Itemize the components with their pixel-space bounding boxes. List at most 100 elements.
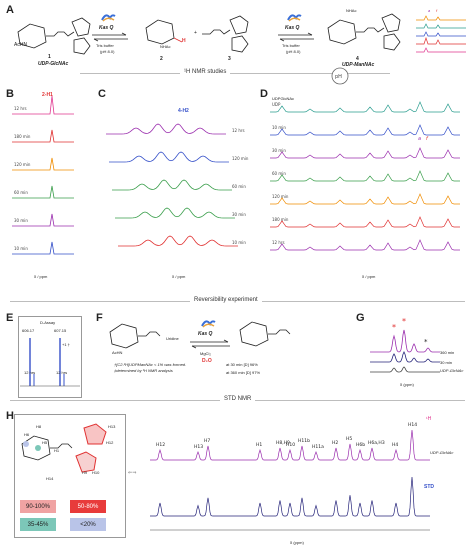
spectrum-trace <box>109 151 229 163</box>
spectrum-trace <box>12 213 74 227</box>
panel-c-spectra: 12 hrs 120 min 60 min 30 min 10 min <box>106 123 249 247</box>
star-marker: * <box>392 323 396 332</box>
atom-h12: H12 <box>106 440 114 445</box>
panel-f-product-structure <box>239 321 291 347</box>
compound-4-number: 4 <box>356 56 359 62</box>
trace-label: 60 min <box>232 184 246 189</box>
spectrum-trace <box>106 123 227 135</box>
panel-f-note: †[C2-²H]UDPManNAc < 1% was formed. ‡dete… <box>114 362 187 373</box>
peak-label: H4 <box>392 442 398 448</box>
spectrum-trace <box>269 101 461 113</box>
panel-e-title: D-Assay <box>40 320 56 325</box>
spectrum-trace <box>370 351 440 363</box>
panel-b-axis: δ / ppm <box>34 274 48 279</box>
compound-2-structure <box>145 19 183 45</box>
panel-f-solvent: D₂O <box>202 358 212 364</box>
compound-2-number: 2 <box>160 56 163 62</box>
compound-1-structure <box>17 17 91 55</box>
spectrum-trace <box>12 241 74 255</box>
peak-label: H8,H9 <box>276 440 290 446</box>
atom-h1: H1 <box>54 448 60 453</box>
legend-under-20: <20% <box>70 518 106 531</box>
nmr-studies-label: ¹H NMR studies <box>180 69 231 75</box>
panel-h-structure <box>21 423 107 473</box>
panel-f-result-30: at 30 min [D] 96% <box>226 362 258 367</box>
side-peak-f: f <box>436 8 438 13</box>
panel-f-uridine: Uridine <box>166 336 179 341</box>
panel-f-result-360: at 360 min [D] 97% <box>226 370 261 375</box>
spectrum-trace <box>270 216 460 228</box>
trace-label: 180 min <box>272 217 289 222</box>
spectrum-trace <box>270 170 460 182</box>
compound-4-nhac: NHAc <box>346 8 357 13</box>
legend-90-100: 90-100% <box>20 500 56 513</box>
panel-d-axis: δ / ppm <box>362 274 376 279</box>
spectrum-trace <box>12 185 74 199</box>
panel-f-enzyme: Kas Q <box>198 331 213 337</box>
panel-g-trace-30: 30 min <box>440 360 453 365</box>
enzyme-icon <box>101 14 116 22</box>
spectrum-trace <box>270 193 460 205</box>
equilibrium-arrow-2 <box>278 32 314 42</box>
panel-e-time-left: 12 hrs <box>24 370 36 375</box>
panel-f-reagents: MgCl₂ <box>200 351 211 356</box>
panel-d-header: UDPGlcNAc <box>272 96 295 101</box>
trace-label: 30 min <box>232 212 246 217</box>
peak-label: H11b <box>298 438 310 444</box>
peak-label: H11a <box>312 444 324 450</box>
spectrum-trace <box>270 147 460 159</box>
enzyme-icon <box>201 320 216 328</box>
trace-label: 120 min <box>14 162 31 167</box>
spectrum-trace <box>12 95 74 115</box>
atom-h5: H5 <box>42 440 48 445</box>
panel-e-ms-peaks <box>20 338 80 387</box>
panel-b-label: B <box>6 88 14 100</box>
panel-c-axis: δ / ppm <box>172 274 186 279</box>
panel-h-label: H <box>6 410 14 422</box>
panel-e-mz-left: 606.17 <box>22 328 35 333</box>
compound-2-h: H <box>182 38 186 44</box>
panel-c-label: C <box>98 88 106 100</box>
panel-f-sugar-structure <box>109 323 161 349</box>
legend-50-80: 50-80% <box>70 500 106 513</box>
peak-label: H6a,H3 <box>368 440 385 446</box>
panel-e-mz-right: 607.15 <box>54 328 67 333</box>
trace-label: 12 hrs <box>232 128 245 133</box>
panel-g-axis: δ (ppm) <box>400 382 414 387</box>
legend-35-45: 35-45% <box>20 518 56 531</box>
panel-e-time-right: 12 hrs <box>56 370 68 375</box>
spectrum-trace <box>12 129 74 143</box>
panel-f-acnh: AcHN <box>112 350 123 355</box>
panel-h-structure-box <box>14 414 126 538</box>
trace-label: 10 min <box>14 246 28 251</box>
spectrum-trace <box>270 239 460 251</box>
trace-label: 30 min <box>14 218 28 223</box>
compound-4-name: UDP-ManNAc <box>342 62 375 68</box>
atom-h6: H6 <box>24 432 30 437</box>
peak-label: H2 <box>332 440 338 446</box>
panel-a-label: A <box>6 4 14 16</box>
divider-nmr <box>80 73 390 74</box>
panel-h-axis: δ (ppm) <box>290 540 304 545</box>
trace-label: UDP <box>272 102 281 107</box>
compound-2-nhac: NHAc <box>160 44 171 49</box>
trace-label: 180 min <box>14 134 31 139</box>
panel-g-trace-360: 360 min <box>440 350 455 355</box>
compound-1-number: 1 <box>48 54 51 60</box>
panel-g-spectra: * * * <box>370 317 440 373</box>
panel-e-box <box>18 316 82 398</box>
compound-3-structure <box>202 15 249 53</box>
buffer-label-1: Tris buffer <box>96 43 114 48</box>
panel-c-title: 4-H2 <box>178 108 189 114</box>
trace-label: 10 min <box>272 125 286 130</box>
panel-h-arrow: ⇐⇒ <box>128 470 137 476</box>
trace-label: 120 min <box>272 194 289 199</box>
buffer-label-2: Tris buffer <box>282 43 300 48</box>
panel-g-ref: UDP-GlcNAc <box>440 368 464 373</box>
equilibrium-arrow-1 <box>92 32 128 42</box>
trace-label: 30 min <box>272 148 286 153</box>
peak-label: H5 <box>346 436 352 442</box>
side-peak-a: a <box>428 8 431 13</box>
atom-h10: H10 <box>92 470 100 475</box>
